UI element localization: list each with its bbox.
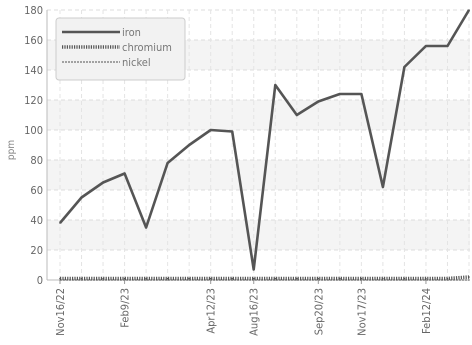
x-axis-ticks: Nov16/22 Feb9/23 Apr12/23 Aug16/23 Sep20/23 N…	[54, 280, 433, 336]
iron-point	[231, 130, 234, 133]
iron-point	[317, 100, 320, 103]
chromium-point	[231, 277, 234, 280]
iron-point	[166, 162, 169, 164]
iron-point	[425, 45, 427, 47]
chromium-point	[59, 277, 61, 280]
iron-point	[295, 114, 298, 116]
y-tick-label: 20	[30, 244, 43, 257]
x-tick-label: Apr12/23	[205, 288, 218, 334]
plot-band	[47, 100, 470, 130]
iron-legend-label: iron	[122, 26, 141, 39]
chromium-point	[123, 277, 126, 280]
chromium-point	[188, 277, 190, 280]
y-axis-ticks: 0 20 40 60 80 100 120 140 160 180	[24, 4, 43, 287]
chromium-point	[317, 277, 320, 280]
iron-point	[59, 222, 61, 224]
chromium-point	[360, 277, 363, 280]
chromium-legend-label: chromium	[122, 41, 172, 54]
y-tick-label: 100	[24, 124, 43, 137]
nickel-point	[252, 279, 255, 281]
nickel-point	[209, 279, 212, 281]
chromium-point	[425, 277, 427, 280]
x-tick-label: Nov16/22	[54, 288, 67, 336]
x-tick-label: Feb12/24	[420, 288, 433, 334]
iron-point	[274, 84, 277, 86]
y-tick-label: 40	[30, 214, 43, 227]
iron-point	[123, 172, 126, 175]
series-lines	[59, 9, 471, 281]
chromium-point	[102, 277, 104, 280]
iron-point	[382, 186, 384, 188]
y-tick-label: 80	[30, 154, 43, 167]
iron-point	[468, 9, 470, 11]
y-tick-label: 0	[37, 274, 43, 287]
nickel-point	[231, 279, 234, 281]
y-tick-label: 160	[24, 34, 43, 47]
nickel-legend-label: nickel	[122, 56, 151, 69]
nickel-point	[188, 279, 190, 281]
chromium-point	[382, 277, 384, 280]
y-axis-label: ppm	[6, 140, 17, 160]
iron-point	[80, 196, 83, 199]
legend: iron chromium nickel	[55, 17, 186, 81]
chromium-point	[145, 277, 147, 280]
iron-point	[188, 144, 190, 146]
x-tick-label: Feb9/23	[119, 288, 132, 328]
nickel-point	[274, 279, 277, 281]
chromium-point	[403, 277, 406, 280]
y-tick-label: 180	[24, 4, 43, 17]
x-tick-label: Nov17/23	[355, 288, 368, 336]
chromium-point	[339, 277, 341, 280]
iron-point	[360, 93, 363, 95]
iron-point	[145, 226, 147, 229]
chromium-point	[446, 277, 449, 280]
y-tick-label: 140	[24, 64, 43, 77]
iron-point	[403, 66, 406, 68]
iron-point	[209, 129, 212, 131]
iron-point	[446, 45, 449, 47]
y-tick-label: 120	[24, 94, 43, 107]
plot-band	[47, 160, 470, 190]
chromium-point	[166, 277, 169, 280]
chromium-point	[274, 277, 277, 280]
legend-box	[55, 17, 186, 81]
chromium-point	[468, 276, 470, 278]
iron-line	[59, 9, 471, 271]
y-tick-label: 60	[30, 184, 43, 197]
chromium-point	[295, 277, 298, 280]
iron-point	[339, 93, 341, 95]
iron-point	[102, 181, 104, 184]
chromium-point	[209, 277, 212, 280]
chromium-line	[60, 275, 470, 281]
x-tick-label: Aug16/23	[248, 288, 261, 336]
iron-point	[252, 268, 255, 271]
nickel-point	[468, 279, 470, 281]
chromium-point	[252, 277, 255, 280]
x-tick-label: Sep20/23	[312, 288, 325, 335]
chromium-point	[80, 277, 83, 280]
